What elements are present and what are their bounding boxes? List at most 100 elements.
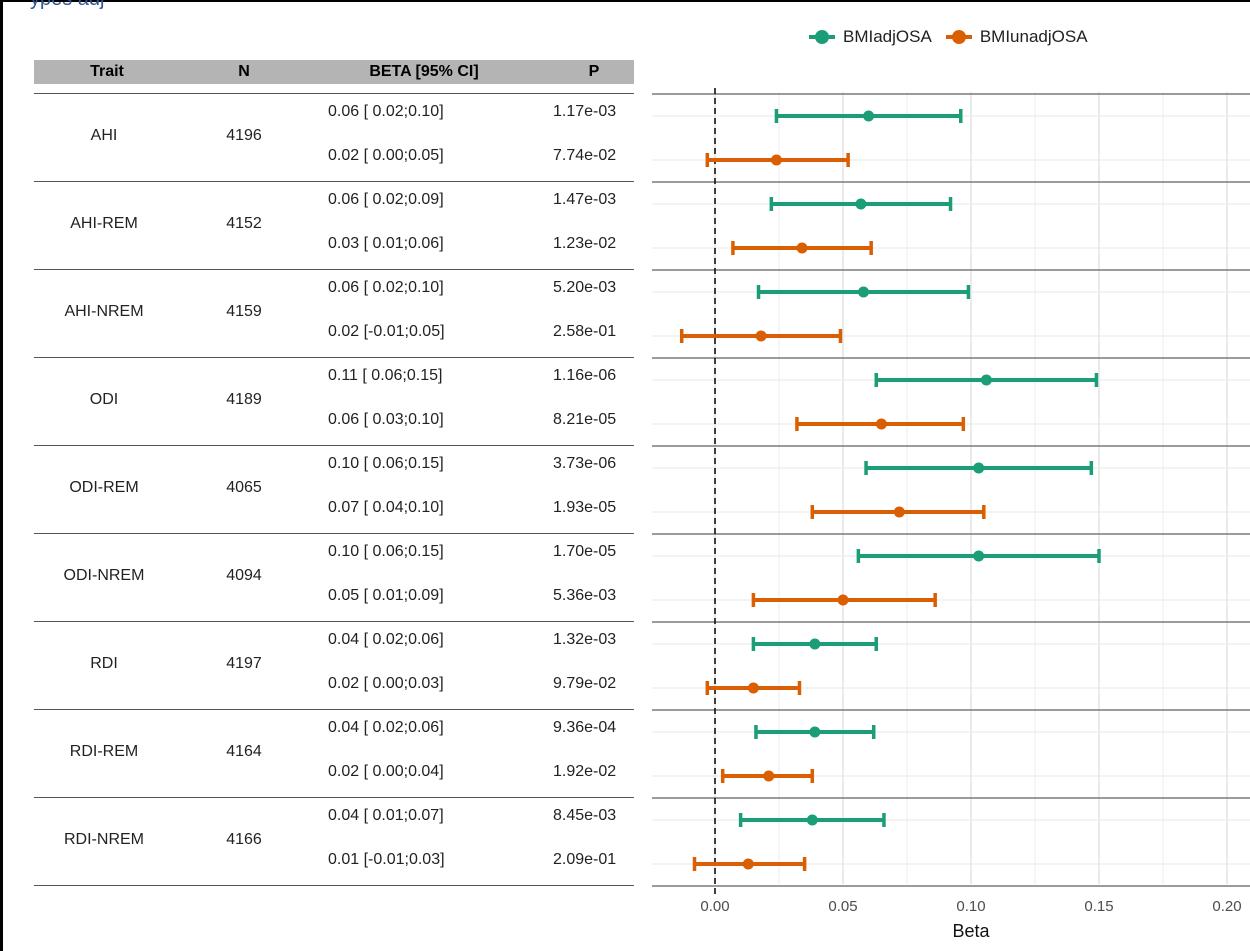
- trait-cell: AHI: [90, 127, 118, 144]
- p-cell-unadj: 2.58e-01: [553, 323, 617, 340]
- trait-cell: RDI: [90, 655, 118, 672]
- p-cell-adj: 5.20e-03: [553, 279, 617, 296]
- row-divider: [34, 357, 634, 359]
- trait-cell: ODI-REM: [69, 479, 139, 496]
- n-cell: 4166: [226, 831, 262, 848]
- beta-cell-adj: 0.06 [ 0.02;0.10]: [328, 103, 444, 120]
- beta-cell-unadj: 0.02 [ 0.00;0.03]: [328, 675, 444, 692]
- frame-left-border: [0, 0, 3, 951]
- x-tick-label: 0.20: [1212, 898, 1241, 915]
- clipped-caption-text: ypes adj: [30, 0, 290, 9]
- legend-key-unadj-dot: [951, 30, 966, 44]
- ci-mark-adj: [754, 725, 876, 739]
- ci-mark-adj: [864, 461, 1094, 475]
- legend-key-unadj-icon: [945, 30, 972, 44]
- n-cell: 4189: [226, 391, 262, 408]
- p-cell-unadj: 2.09e-01: [553, 851, 617, 868]
- beta-cell-adj: 0.04 [ 0.02;0.06]: [328, 631, 444, 648]
- row-divider: [34, 797, 634, 799]
- table-row: RDI-NREM 4166 0.04 [ 0.01;0.07] 8.45e-03 0.0…: [34, 798, 634, 887]
- ci-point: [863, 110, 875, 122]
- p-cell-unadj: 9.79e-02: [553, 675, 617, 692]
- ci-mark-adj: [769, 197, 953, 211]
- ci-mark-unadj: [731, 241, 873, 255]
- n-cell: 4196: [226, 127, 262, 144]
- chart-legend: BMIadjOSA BMIunadjOSA: [809, 25, 1102, 49]
- p-cell-unadj: 1.92e-02: [553, 763, 617, 780]
- p-cell-adj: 1.17e-03: [553, 103, 617, 120]
- n-cell: 4197: [226, 655, 262, 672]
- p-cell-unadj: 1.93e-05: [553, 499, 617, 516]
- beta-cell-adj: 0.10 [ 0.06;0.15]: [328, 455, 444, 472]
- beta-cell-unadj: 0.02 [ 0.00;0.04]: [328, 763, 444, 780]
- ci-mark-unadj: [692, 857, 807, 871]
- table-row: ODI-NREM 4094 0.10 [ 0.06;0.15] 1.70e-05 0.0…: [34, 534, 634, 623]
- legend-label-unadj: BMIunadjOSA: [979, 27, 1088, 46]
- n-cell: 4159: [226, 303, 262, 320]
- ci-mark-unadj: [795, 417, 966, 431]
- ci-mark-unadj: [679, 329, 843, 343]
- x-tick-label: 0.00: [700, 898, 729, 915]
- p-cell-unadj: 5.36e-03: [553, 587, 617, 604]
- ci-point: [809, 638, 821, 650]
- p-cell-adj: 1.47e-03: [553, 191, 617, 208]
- beta-cell-unadj: 0.01 [-0.01;0.03]: [328, 851, 445, 868]
- beta-cell-unadj: 0.07 [ 0.04;0.10]: [328, 499, 444, 516]
- ci-mark-adj: [856, 549, 1101, 563]
- p-cell-unadj: 8.21e-05: [553, 411, 617, 428]
- ci-point: [770, 154, 782, 166]
- n-cell: 4094: [226, 567, 262, 584]
- table-row: ODI 4189 0.11 [ 0.06;0.15] 1.16e-06 0.06 [ 0…: [34, 358, 634, 447]
- legend-item-unadj: BMIunadjOSA: [945, 27, 1088, 47]
- row-divider: [34, 709, 634, 711]
- ci-point: [980, 374, 992, 386]
- table-row: AHI-REM 4152 0.06 [ 0.02;0.09] 1.47e-03 0.03…: [34, 182, 634, 271]
- ci-mark-adj: [751, 637, 879, 651]
- n-cell: 4065: [226, 479, 262, 496]
- p-cell-adj: 1.70e-05: [553, 543, 617, 560]
- beta-cell-adj: 0.04 [ 0.02;0.06]: [328, 719, 444, 736]
- row-divider: [34, 621, 634, 623]
- p-cell-adj: 1.16e-06: [553, 367, 617, 384]
- header-p: P: [588, 63, 600, 80]
- ci-mark-unadj: [810, 505, 986, 519]
- header-divider: [34, 93, 634, 95]
- ci-point: [796, 242, 808, 254]
- p-cell-unadj: 1.23e-02: [553, 235, 617, 252]
- ci-point: [809, 726, 821, 738]
- ci-point: [973, 550, 985, 562]
- ci-point: [755, 330, 767, 342]
- row-divider: [34, 885, 634, 887]
- table-row: RDI-REM 4164 0.04 [ 0.02;0.06] 9.36e-04 0.02…: [34, 710, 634, 799]
- frame-top-border: [0, 0, 1250, 2]
- n-cell: 4164: [226, 743, 262, 760]
- beta-cell-unadj: 0.03 [ 0.01;0.06]: [328, 235, 444, 252]
- table-row: ODI-REM 4065 0.10 [ 0.06;0.15] 3.73e-06 0.07…: [34, 446, 634, 535]
- x-axis-label: Beta: [952, 921, 990, 941]
- p-cell-adj: 3.73e-06: [553, 455, 617, 472]
- beta-cell-unadj: 0.05 [ 0.01;0.09]: [328, 587, 444, 604]
- ci-point: [893, 506, 905, 518]
- x-tick-label: 0.05: [828, 898, 857, 915]
- ci-mark-unadj: [751, 593, 937, 607]
- p-cell-adj: 8.45e-03: [553, 807, 617, 824]
- x-tick-label: 0.10: [956, 898, 985, 915]
- trait-cell: RDI-NREM: [64, 831, 144, 848]
- beta-cell-adj: 0.06 [ 0.02;0.09]: [328, 191, 444, 208]
- header-trait: Trait: [90, 63, 124, 80]
- beta-cell-adj: 0.04 [ 0.01;0.07]: [328, 807, 444, 824]
- p-cell-adj: 9.36e-04: [553, 719, 617, 736]
- beta-cell-adj: 0.06 [ 0.02;0.10]: [328, 279, 444, 296]
- ci-mark-adj: [874, 373, 1099, 387]
- table-row: AHI 4196 0.06 [ 0.02;0.10] 1.17e-03 0.02 [ 0…: [34, 94, 634, 183]
- beta-cell-unadj: 0.06 [ 0.03;0.10]: [328, 411, 444, 428]
- header-n: N: [238, 63, 250, 80]
- legend-item-adj: BMIadjOSA: [809, 27, 932, 47]
- n-cell: 4152: [226, 215, 262, 232]
- trait-cell: AHI-NREM: [64, 303, 144, 320]
- ci-mark-adj: [774, 109, 963, 123]
- ci-mark-adj: [756, 285, 971, 299]
- table-row: AHI-NREM 4159 0.06 [ 0.02;0.10] 5.20e-03 0.0…: [34, 270, 634, 359]
- ci-point: [763, 770, 775, 782]
